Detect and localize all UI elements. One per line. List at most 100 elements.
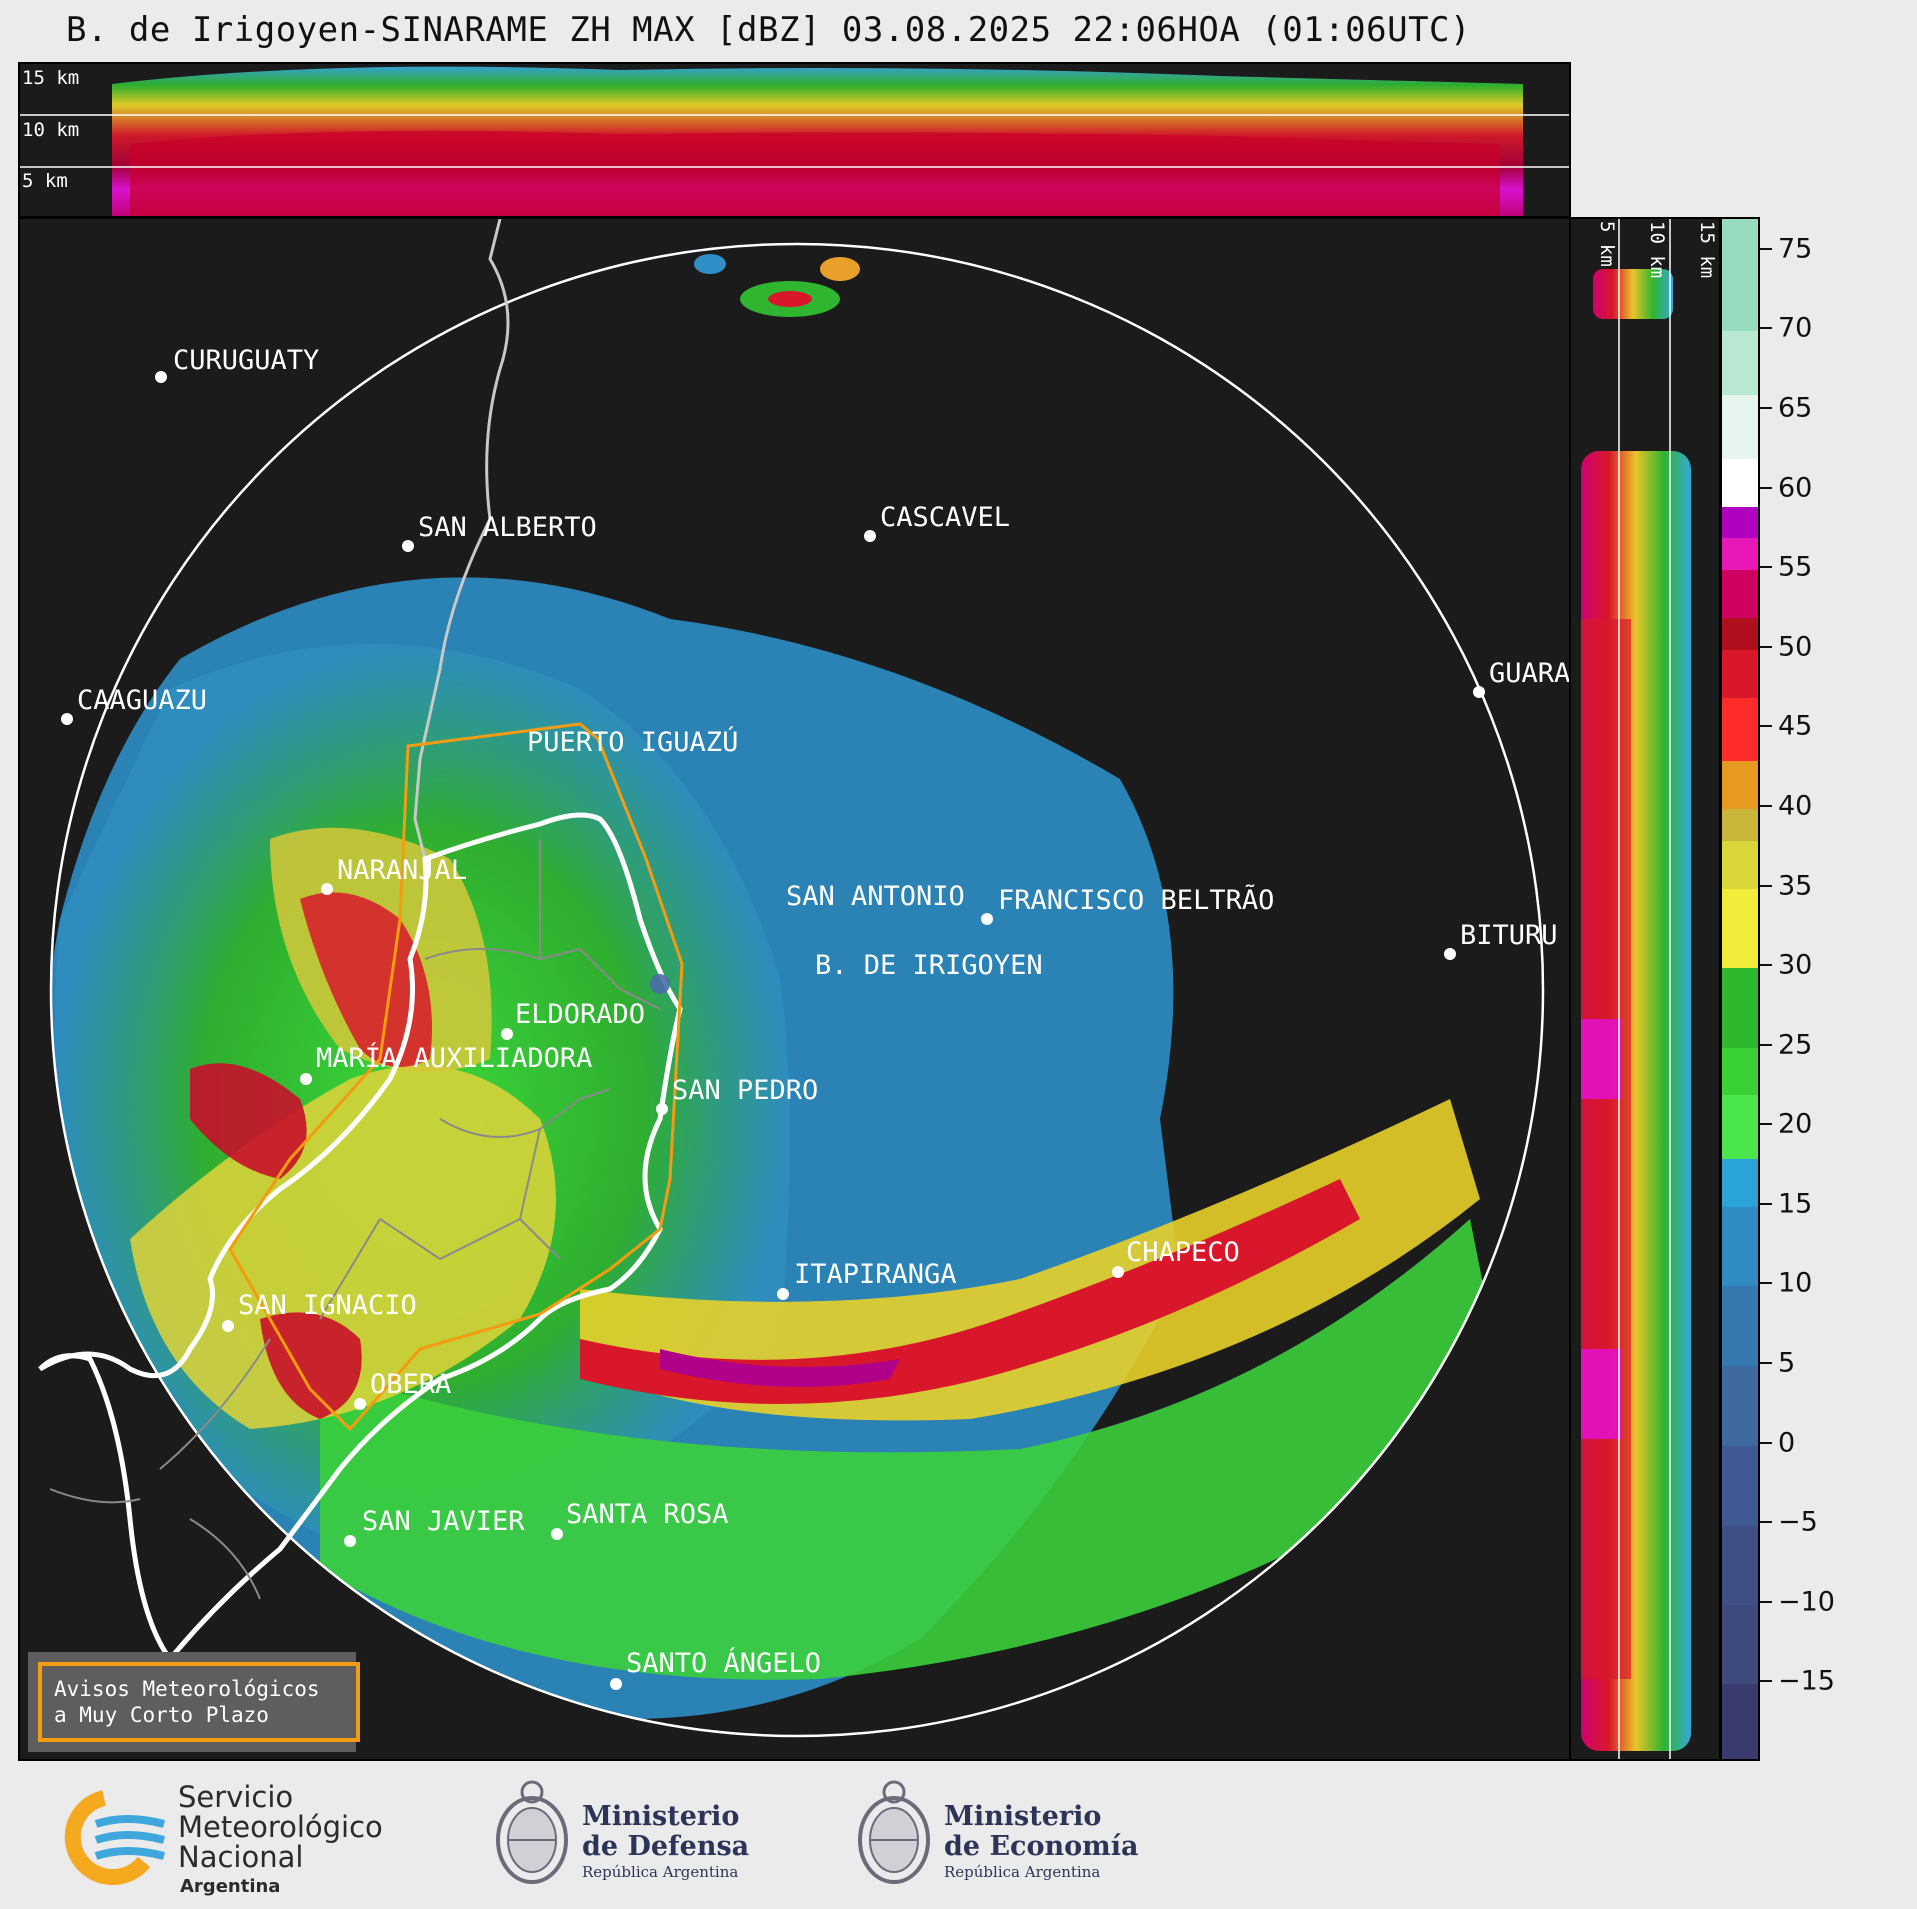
economia-seal-icon: [856, 1778, 932, 1894]
defensa-seal-icon: [494, 1778, 570, 1894]
city-label: ELDORADO: [515, 999, 645, 1030]
city-label: SANTO ÁNGELO: [626, 1647, 821, 1679]
colorbar-tick-mark: [1760, 327, 1772, 330]
city-label: SAN ALBERTO: [418, 512, 597, 543]
colorbar-segment: [1722, 967, 1758, 1048]
city-label: GUARA: [1489, 658, 1570, 689]
colorbar-segment: [1722, 1683, 1758, 1759]
colorbar-segment: [1722, 537, 1758, 571]
warning-legend-label: Avisos Meteorológicos a Muy Corto Plazo: [38, 1662, 360, 1742]
colorbar: [1720, 217, 1760, 1761]
city-obera: OBERA: [354, 1369, 451, 1410]
city-san-javier: SAN JAVIER: [344, 1506, 525, 1547]
city-bituru: BITURU: [1444, 920, 1558, 960]
colorbar-tick-mark: [1760, 884, 1772, 887]
city-label: SAN IGNACIO: [238, 1290, 417, 1321]
colorbar-segment: [1722, 760, 1758, 809]
colorbar-tick-mark: [1760, 1600, 1772, 1603]
city-label: CURUGUATY: [173, 345, 319, 376]
colorbar-tick-label: 40: [1778, 790, 1813, 822]
colorbar-tick-mark: [1760, 566, 1772, 569]
city-san-ignacio: SAN IGNACIO: [222, 1290, 417, 1332]
colorbar-segment: [1722, 696, 1758, 762]
colorbar-tick-mark: [1760, 1680, 1772, 1683]
colorbar-tick-label: 45: [1778, 710, 1813, 742]
city-puerto-iguazu: PUERTO IGUAZÚ: [527, 726, 738, 758]
colorbar-tick-label: 10: [1778, 1267, 1813, 1299]
smn-logo-text: Servicio Meteorológico Nacional Argentin…: [178, 1780, 383, 1897]
colorbar-segment: [1722, 839, 1758, 889]
colorbar-segment: [1722, 1365, 1758, 1446]
city-label: NARANJAL: [337, 855, 467, 886]
colorbar-tick-label: −10: [1778, 1586, 1835, 1618]
colorbar-tick-label: 30: [1778, 949, 1813, 981]
colorbar-tick-label: 70: [1778, 312, 1813, 344]
colorbar-tick-label: −5: [1778, 1506, 1818, 1538]
colorbar-segment: [1722, 1603, 1758, 1685]
department-borders: [49, 839, 661, 1600]
radar-site-marker: [650, 974, 670, 994]
city-label: CAAGUAZU: [77, 685, 207, 716]
city-label: ITAPIRANGA: [794, 1259, 957, 1290]
city-label: CHAPECO: [1126, 1237, 1240, 1268]
city-maria-auxiliadora: MARÍA AUXILIADORA: [300, 1042, 592, 1085]
side-height-label-5: 5 km: [1596, 221, 1618, 267]
radar-map: CURUGUATY SAN ALBERTO CASCAVEL CAAGUAZU …: [18, 217, 1571, 1761]
colorbar-tick-label: 0: [1778, 1427, 1796, 1459]
colorbar-tick-label: 50: [1778, 631, 1813, 663]
top-height-label-5: 5 km: [22, 170, 68, 192]
colorbar-tick-mark: [1760, 804, 1772, 807]
colorbar-segment: [1722, 807, 1758, 841]
smn-logo: [56, 1790, 166, 1886]
top-height-label-10: 10 km: [22, 119, 79, 141]
colorbar-tick-label: 35: [1778, 870, 1813, 902]
city-guara: GUARA: [1473, 658, 1570, 698]
city-chapeco: CHAPECO: [1112, 1237, 1240, 1278]
colorbar-tick-mark: [1760, 1521, 1772, 1524]
side-height-label-10: 10 km: [1646, 221, 1668, 278]
side-height-label-15: 15 km: [1696, 221, 1718, 278]
radar-range-ring: [49, 242, 1545, 1738]
city-label: MARÍA AUXILIADORA: [316, 1042, 592, 1074]
city-curuguaty: CURUGUATY: [155, 345, 319, 383]
colorbar-tick-label: 5: [1778, 1347, 1796, 1379]
city-francisco-beltrao: FRANCISCO BELTRÃO: [981, 884, 1274, 925]
city-b-de-irigoyen: B. DE IRIGOYEN: [815, 950, 1043, 981]
colorbar-segment: [1722, 394, 1758, 459]
border-paraguay-brazil: [413, 219, 510, 860]
colorbar-segment: [1722, 887, 1758, 969]
colorbar-tick-label: 20: [1778, 1108, 1813, 1140]
colorbar-segment: [1722, 1205, 1758, 1287]
colorbar-segment: [1722, 219, 1758, 332]
colorbar-tick-mark: [1760, 1123, 1772, 1126]
colorbar-tick-mark: [1760, 486, 1772, 489]
colorbar-tick-label: 75: [1778, 233, 1813, 265]
colorbar-tick-label: −15: [1778, 1665, 1835, 1697]
colorbar-tick-mark: [1760, 1043, 1772, 1046]
colorbar-tick-label: 55: [1778, 551, 1813, 583]
warning-polygon: [228, 722, 684, 1432]
city-santa-rosa: SANTA ROSA: [551, 1499, 729, 1540]
colorbar-segment: [1722, 457, 1758, 507]
economia-logo-text: Ministerio de Economía República Argenti…: [944, 1801, 1139, 1882]
city-label: CASCAVEL: [880, 502, 1010, 533]
city-label: SAN JAVIER: [362, 1506, 525, 1537]
city-label: PUERTO IGUAZÚ: [527, 726, 738, 758]
colorbar-tick-label: 25: [1778, 1029, 1813, 1061]
colorbar-tick-label: 65: [1778, 392, 1813, 424]
colorbar-segment: [1722, 1046, 1758, 1096]
city-eldorado: ELDORADO: [501, 999, 645, 1040]
city-caaguazu: CAAGUAZU: [61, 685, 207, 725]
city-cascavel: CASCAVEL: [864, 502, 1010, 542]
colorbar-tick-mark: [1760, 247, 1772, 250]
colorbar-tick-mark: [1760, 725, 1772, 728]
top-height-label-15: 15 km: [22, 67, 79, 89]
colorbar-segment: [1722, 616, 1758, 650]
city-itapiranga: ITAPIRANGA: [777, 1259, 957, 1300]
colorbar-tick-mark: [1760, 964, 1772, 967]
colorbar-segment: [1722, 569, 1758, 618]
colorbar-tick-mark: [1760, 407, 1772, 409]
colorbar-segment: [1722, 1158, 1758, 1207]
city-san-antonio: SAN ANTONIO: [786, 881, 965, 912]
city-label: SAN ANTONIO: [786, 881, 965, 912]
